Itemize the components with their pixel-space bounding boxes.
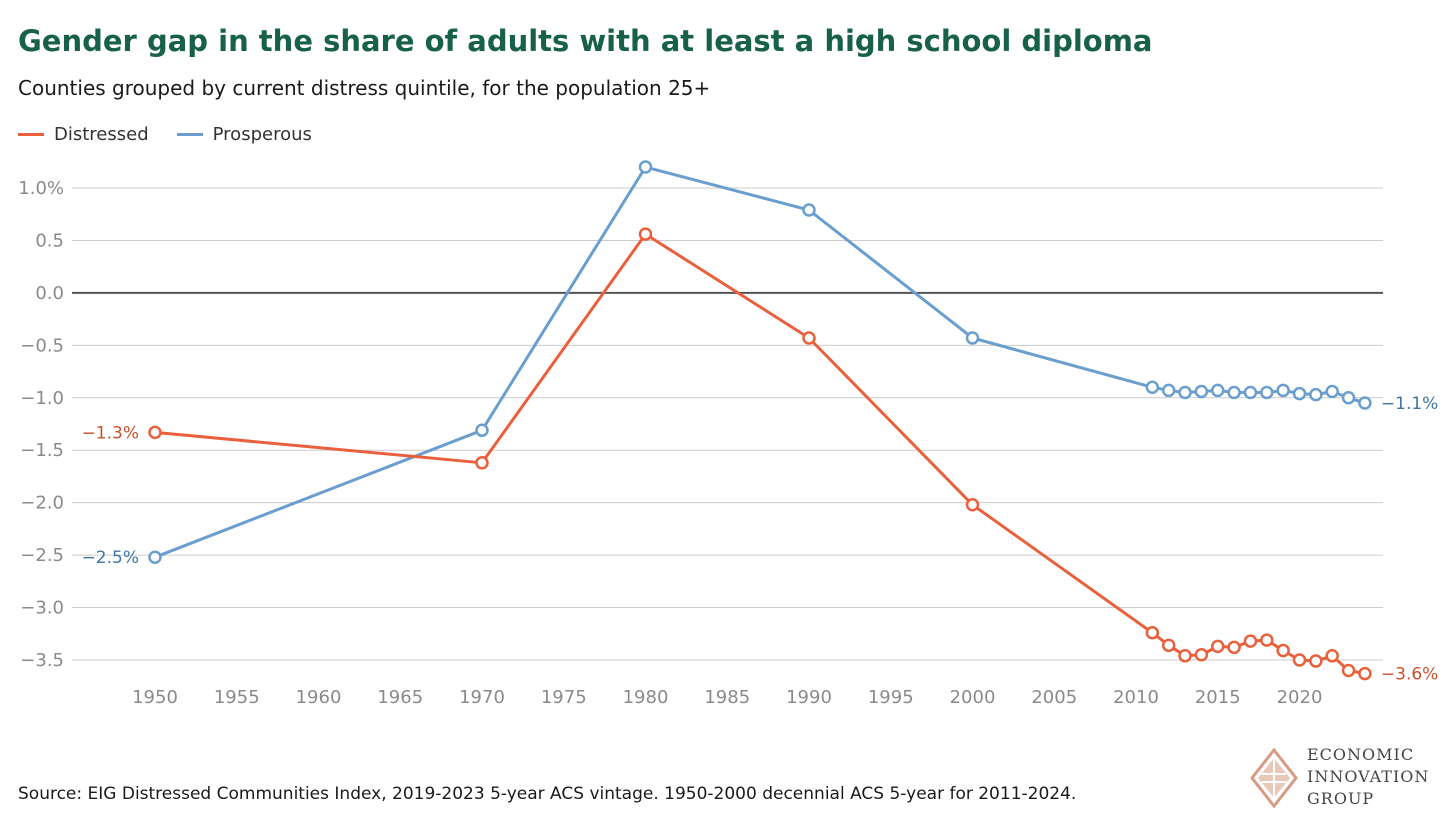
chart-title: Gender gap in the share of adults with a…: [18, 24, 1153, 58]
data-point-prosperous: [1276, 383, 1290, 398]
y-tick-label: −1.5: [20, 440, 64, 461]
data-point-prosperous: [802, 203, 816, 217]
end-label-prosperous: −1.1%: [1381, 394, 1438, 414]
eig-logo-text: ECONOMIC INNOVATION GROUP: [1307, 744, 1429, 810]
data-point-distressed: [148, 425, 162, 440]
x-tick-label: 1965: [377, 687, 423, 708]
y-tick-label: −3.0: [20, 598, 64, 619]
y-tick-label: −1.0: [20, 388, 64, 409]
data-point-distressed: [1145, 625, 1160, 640]
gridlines: [72, 187, 1383, 661]
data-point-distressed: [1161, 638, 1176, 653]
data-point-prosperous: [1178, 385, 1192, 400]
data-point-distressed: [1211, 639, 1225, 654]
data-point-prosperous: [475, 423, 489, 438]
y-tick-label: −3.5: [20, 650, 64, 671]
data-point-prosperous: [1260, 385, 1274, 400]
legend-label-distressed: Distressed: [54, 124, 149, 145]
data-point-distressed: [802, 331, 816, 345]
y-tick-label: 1.0%: [18, 178, 64, 199]
y-tick-label: −2.5: [20, 545, 64, 566]
data-point-prosperous: [1341, 391, 1356, 405]
data-point-distressed: [1227, 640, 1241, 655]
data-point-distressed: [965, 498, 980, 512]
start-label-distressed: −1.3%: [82, 423, 139, 443]
logo-line-2: INNOVATION: [1307, 767, 1430, 786]
legend-swatch-distressed: [18, 133, 44, 136]
legend-label-prosperous: Prosperous: [212, 124, 312, 145]
data-point-distressed: [1243, 634, 1258, 648]
eig-logo-icon: [1250, 748, 1298, 808]
x-tick-label: 2005: [1031, 687, 1077, 708]
x-tick-label: 1980: [623, 687, 669, 708]
y-tick-label: −0.5: [20, 335, 64, 356]
y-tick-label: 0.5: [35, 230, 64, 251]
data-point-distressed: [1194, 648, 1209, 662]
data-point-prosperous: [1358, 396, 1372, 410]
data-point-distressed: [1276, 643, 1290, 658]
legend-swatch-prosperous: [176, 133, 203, 136]
data-point-prosperous: [965, 331, 980, 345]
x-tick-label: 1955: [214, 687, 260, 708]
data-point-distressed: [1341, 663, 1356, 678]
legend-item-distressed[interactable]: Distressed: [18, 124, 149, 145]
x-tick-label: 1960: [296, 687, 342, 708]
y-tick-label: 0.0: [35, 283, 64, 304]
y-axis-ticks: 1.0% 0.5 0.0 −0.5 −1.0 −1.5 −2.0 −2.5 −3.0 −3.5: [18, 178, 64, 671]
y-tick-label: −2.0: [20, 493, 64, 514]
data-point-prosperous: [1227, 385, 1241, 400]
data-point-distressed: [638, 227, 653, 241]
x-tick-label: 1950: [132, 687, 178, 708]
eig-logo[interactable]: ECONOMIC INNOVATION GROUP: [1250, 744, 1446, 812]
start-label-prosperous: −2.5%: [82, 548, 139, 568]
data-point-prosperous: [1309, 387, 1323, 402]
data-point-distressed: [1325, 649, 1339, 663]
data-labels: −2.5% −1.1% −1.3% −3.6%: [82, 394, 1439, 685]
series-lines: [148, 160, 1372, 681]
chart-subtitle: Counties grouped by current distress qui…: [18, 76, 711, 100]
data-point-distressed: [1358, 666, 1372, 681]
x-tick-label: 1975: [541, 687, 587, 708]
data-point-prosperous: [1145, 380, 1160, 395]
x-tick-label: 1970: [459, 687, 505, 708]
data-point-prosperous: [148, 550, 162, 564]
data-point-distressed: [1292, 653, 1307, 667]
x-tick-label: 2015: [1195, 687, 1241, 708]
data-point-distressed: [1260, 633, 1274, 647]
data-point-distressed: [1309, 654, 1323, 668]
legend-item-prosperous[interactable]: Prosperous: [176, 124, 312, 145]
x-tick-label: 1990: [786, 687, 832, 708]
data-point-distressed: [475, 456, 489, 470]
data-point-distressed: [1178, 649, 1192, 663]
legend: Distressed Prosperous: [18, 124, 340, 145]
data-point-prosperous: [1243, 385, 1258, 400]
logo-line-3: GROUP: [1307, 789, 1375, 808]
end-label-distressed: −3.6%: [1381, 665, 1438, 685]
x-tick-label: 1995: [868, 687, 914, 708]
x-tick-label: 2020: [1277, 687, 1323, 708]
logo-line-1: ECONOMIC: [1307, 745, 1415, 764]
data-point-prosperous: [1194, 384, 1209, 399]
data-point-prosperous: [638, 160, 653, 174]
x-tick-label: 2010: [1113, 687, 1159, 708]
source-note: Source: EIG Distressed Communities Index…: [18, 784, 1077, 804]
data-point-prosperous: [1211, 383, 1225, 398]
series-line-prosperous: [153, 165, 1367, 559]
x-tick-label: 2000: [950, 687, 996, 708]
data-point-prosperous: [1325, 384, 1339, 399]
data-point-prosperous: [1161, 383, 1176, 398]
x-tick-label: 1985: [704, 687, 750, 708]
data-point-prosperous: [1292, 386, 1307, 401]
x-axis-ticks: 1950 1955 1960 1965 1970 1975 1980 1985 1990 1995…: [132, 687, 1322, 708]
